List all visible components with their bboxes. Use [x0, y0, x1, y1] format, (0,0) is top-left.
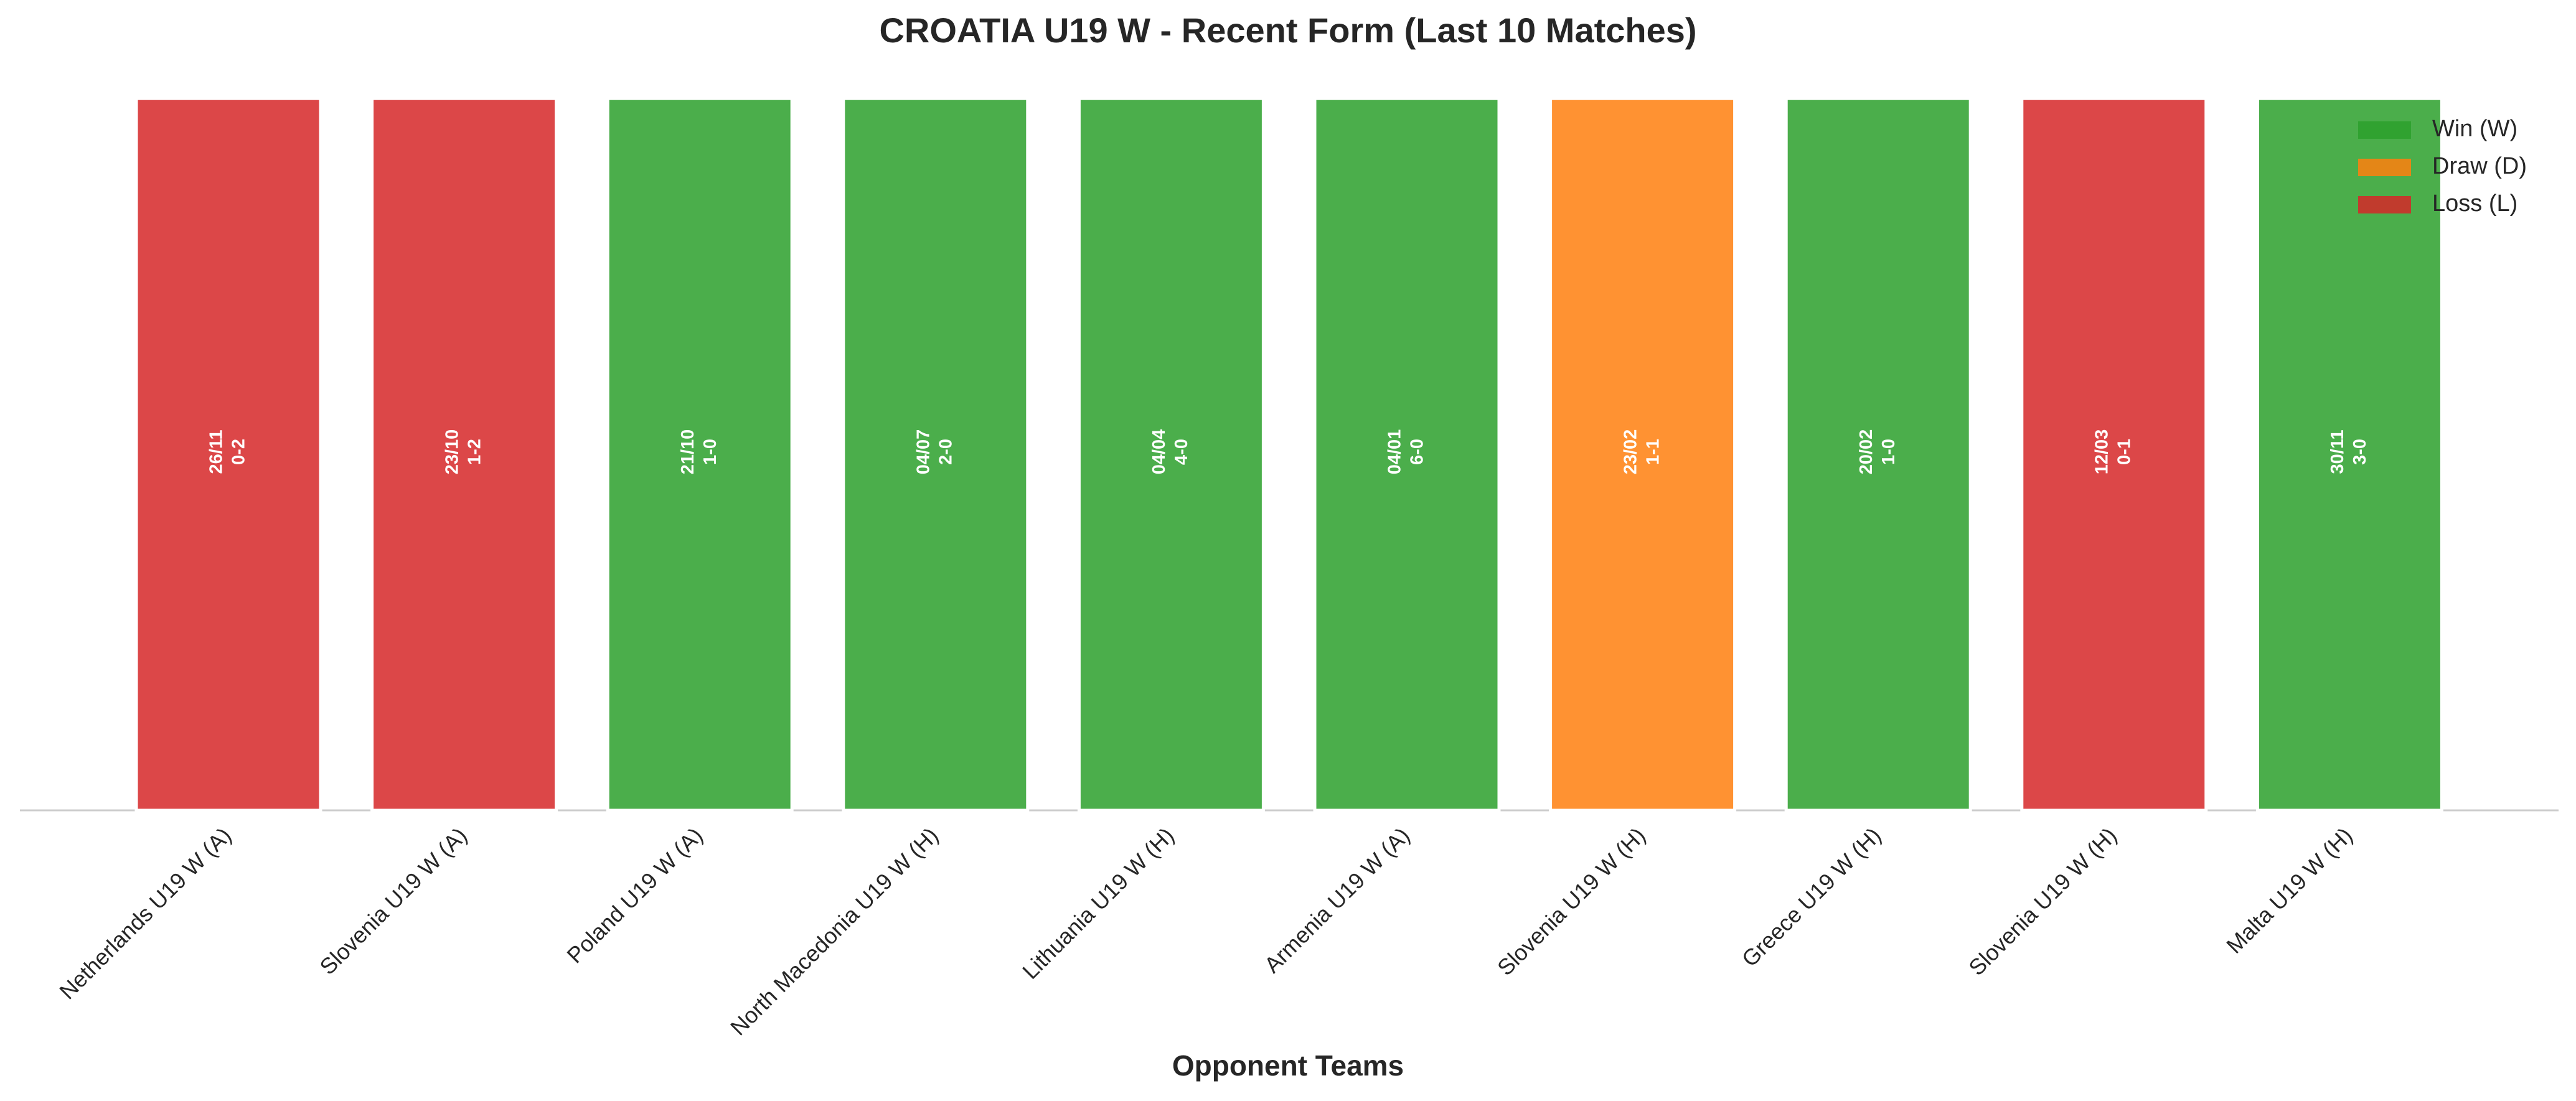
bar-date-label: 04/01 — [1385, 429, 1405, 475]
bar-score-label: 6-0 — [1408, 439, 1427, 465]
bar-score-label: 1-0 — [700, 439, 720, 465]
x-tick-label: Slovenia U19 W (H) — [1492, 822, 1650, 980]
bar-date-label: 04/07 — [913, 429, 933, 475]
bar — [134, 96, 322, 812]
bar-date-label: 23/10 — [442, 429, 462, 475]
bar-score-label: 0-2 — [229, 439, 249, 465]
legend-label: Loss (L) — [2432, 190, 2517, 217]
bar-score-label: 4-0 — [1172, 439, 1192, 465]
bar-date-label: 26/11 — [207, 430, 227, 474]
bar-date-label: 23/02 — [1620, 429, 1640, 475]
x-tick-label: Poland U19 W (A) — [562, 822, 707, 968]
bar-date-label: 30/11 — [2328, 430, 2348, 474]
x-tick-label: North Macedonia U19 W (H) — [725, 822, 943, 1040]
bar — [2255, 96, 2443, 812]
bar — [1313, 96, 1501, 812]
bar-date-label: 12/03 — [2092, 429, 2112, 475]
bar — [842, 96, 1030, 812]
x-tick-label: Lithuania U19 W (H) — [1017, 822, 1179, 984]
legend-label: Win (W) — [2432, 116, 2517, 142]
bar-score-label: 2-0 — [936, 439, 956, 465]
x-tick-label: Greece U19 W (H) — [1737, 822, 1886, 972]
x-tick-label: Slovenia U19 W (H) — [1963, 822, 2122, 980]
bar — [1784, 96, 1972, 812]
x-tick-label: Slovenia U19 W (A) — [314, 822, 472, 980]
bar-score-label: 0-1 — [2114, 439, 2134, 465]
bar-date-label: 04/04 — [1149, 429, 1169, 475]
bar — [2020, 96, 2208, 812]
bar-date-label: 21/10 — [678, 429, 698, 475]
bar-score-label: 1-0 — [1879, 439, 1899, 465]
bar-score-label: 3-0 — [2350, 439, 2370, 465]
legend-swatch — [2358, 159, 2411, 176]
x-tick-label: Armenia U19 W (A) — [1259, 822, 1415, 978]
bar-score-label: 1-1 — [1643, 439, 1663, 465]
legend-swatch — [2358, 196, 2411, 213]
legend-swatch — [2358, 121, 2411, 139]
bar-date-label: 20/02 — [1856, 429, 1876, 475]
x-tick-label: Netherlands U19 W (A) — [54, 822, 236, 1004]
bar-score-label: 1-2 — [464, 439, 484, 465]
bar — [370, 96, 558, 812]
legend-label: Draw (D) — [2432, 153, 2527, 179]
bar — [1077, 96, 1265, 812]
chart-title: CROATIA U19 W - Recent Form (Last 10 Mat… — [879, 11, 1696, 50]
bar — [606, 96, 794, 812]
bar — [1549, 96, 1737, 812]
x-axis-label: Opponent Teams — [1172, 1049, 1404, 1082]
x-tick-label: Malta U19 W (H) — [2221, 822, 2357, 958]
